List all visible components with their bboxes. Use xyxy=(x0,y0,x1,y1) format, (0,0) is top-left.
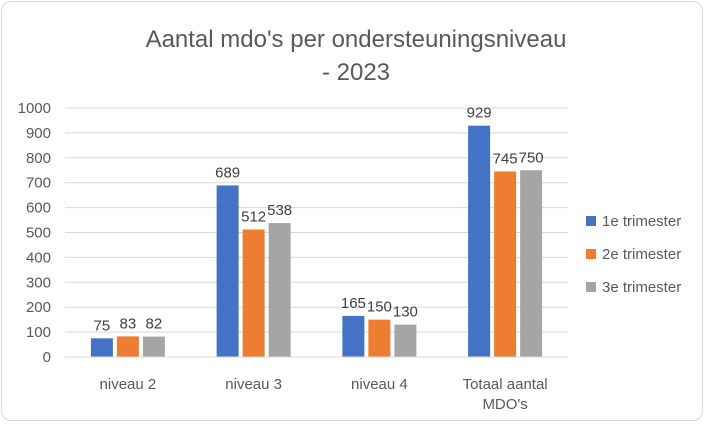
gridlines xyxy=(65,107,568,333)
data-label: 689 xyxy=(215,164,240,181)
bar xyxy=(394,324,417,357)
data-label: 82 xyxy=(146,316,163,333)
x-category-label: niveau 4 xyxy=(351,376,408,393)
y-tick-label: 300 xyxy=(26,274,51,291)
y-tick-label: 1000 xyxy=(18,100,51,117)
bars xyxy=(90,125,543,357)
legend: 1e trimester 2e trimester 3e trimester xyxy=(586,213,681,296)
y-tick-label: 700 xyxy=(26,175,51,192)
bar xyxy=(268,223,291,357)
x-axis-categories: niveau 2 niveau 3 niveau 4 Totaal aantal MDO… xyxy=(100,376,548,413)
data-label: 75 xyxy=(94,317,111,334)
y-tick-label: 100 xyxy=(26,324,51,341)
bar xyxy=(216,185,239,357)
legend-label: 2e trimester xyxy=(602,246,681,263)
legend-label: 3e trimester xyxy=(602,279,681,296)
bar xyxy=(116,336,139,357)
chart-title-line: Aantal mdo's per ondersteuningsniveau xyxy=(146,26,567,53)
bar xyxy=(242,229,265,357)
y-tick-label: 0 xyxy=(43,349,51,366)
bar xyxy=(90,338,113,357)
bar xyxy=(142,336,165,357)
data-label: 130 xyxy=(393,304,418,321)
data-label: 150 xyxy=(367,299,392,316)
bar xyxy=(520,170,543,357)
bar xyxy=(468,125,491,357)
data-label: 929 xyxy=(467,105,492,122)
y-tick-label: 200 xyxy=(26,299,51,316)
data-labels: 75 83 82 689 512 538 165 150 130 929 745 750 xyxy=(94,105,544,335)
legend-swatch xyxy=(586,216,596,226)
legend-label: 1e trimester xyxy=(602,213,681,230)
y-tick-label: 800 xyxy=(26,150,51,167)
bar xyxy=(368,319,391,357)
x-category-label: MDO's xyxy=(482,396,527,413)
y-axis-ticks: 0 100 200 300 400 500 600 700 800 900 1000 xyxy=(18,100,51,366)
y-tick-label: 500 xyxy=(26,225,51,242)
x-category-label: niveau 3 xyxy=(225,376,282,393)
data-label: 165 xyxy=(341,295,366,312)
data-label: 538 xyxy=(267,202,292,219)
y-tick-label: 600 xyxy=(26,200,51,217)
legend-swatch xyxy=(586,282,596,292)
bar xyxy=(342,315,365,357)
y-tick-label: 400 xyxy=(26,249,51,266)
data-label: 512 xyxy=(241,209,266,226)
x-category-label: niveau 2 xyxy=(100,376,157,393)
bar xyxy=(494,171,517,357)
y-tick-label: 900 xyxy=(26,125,51,142)
chart-title: Aantal mdo's per ondersteuningsniveau - 2… xyxy=(146,26,567,86)
data-label: 745 xyxy=(493,150,518,167)
data-label: 750 xyxy=(519,149,544,166)
x-category-label: Totaal aantal xyxy=(463,376,548,393)
data-label: 83 xyxy=(120,315,137,332)
legend-swatch xyxy=(586,249,596,259)
chart-title-line: - 2023 xyxy=(322,59,390,86)
